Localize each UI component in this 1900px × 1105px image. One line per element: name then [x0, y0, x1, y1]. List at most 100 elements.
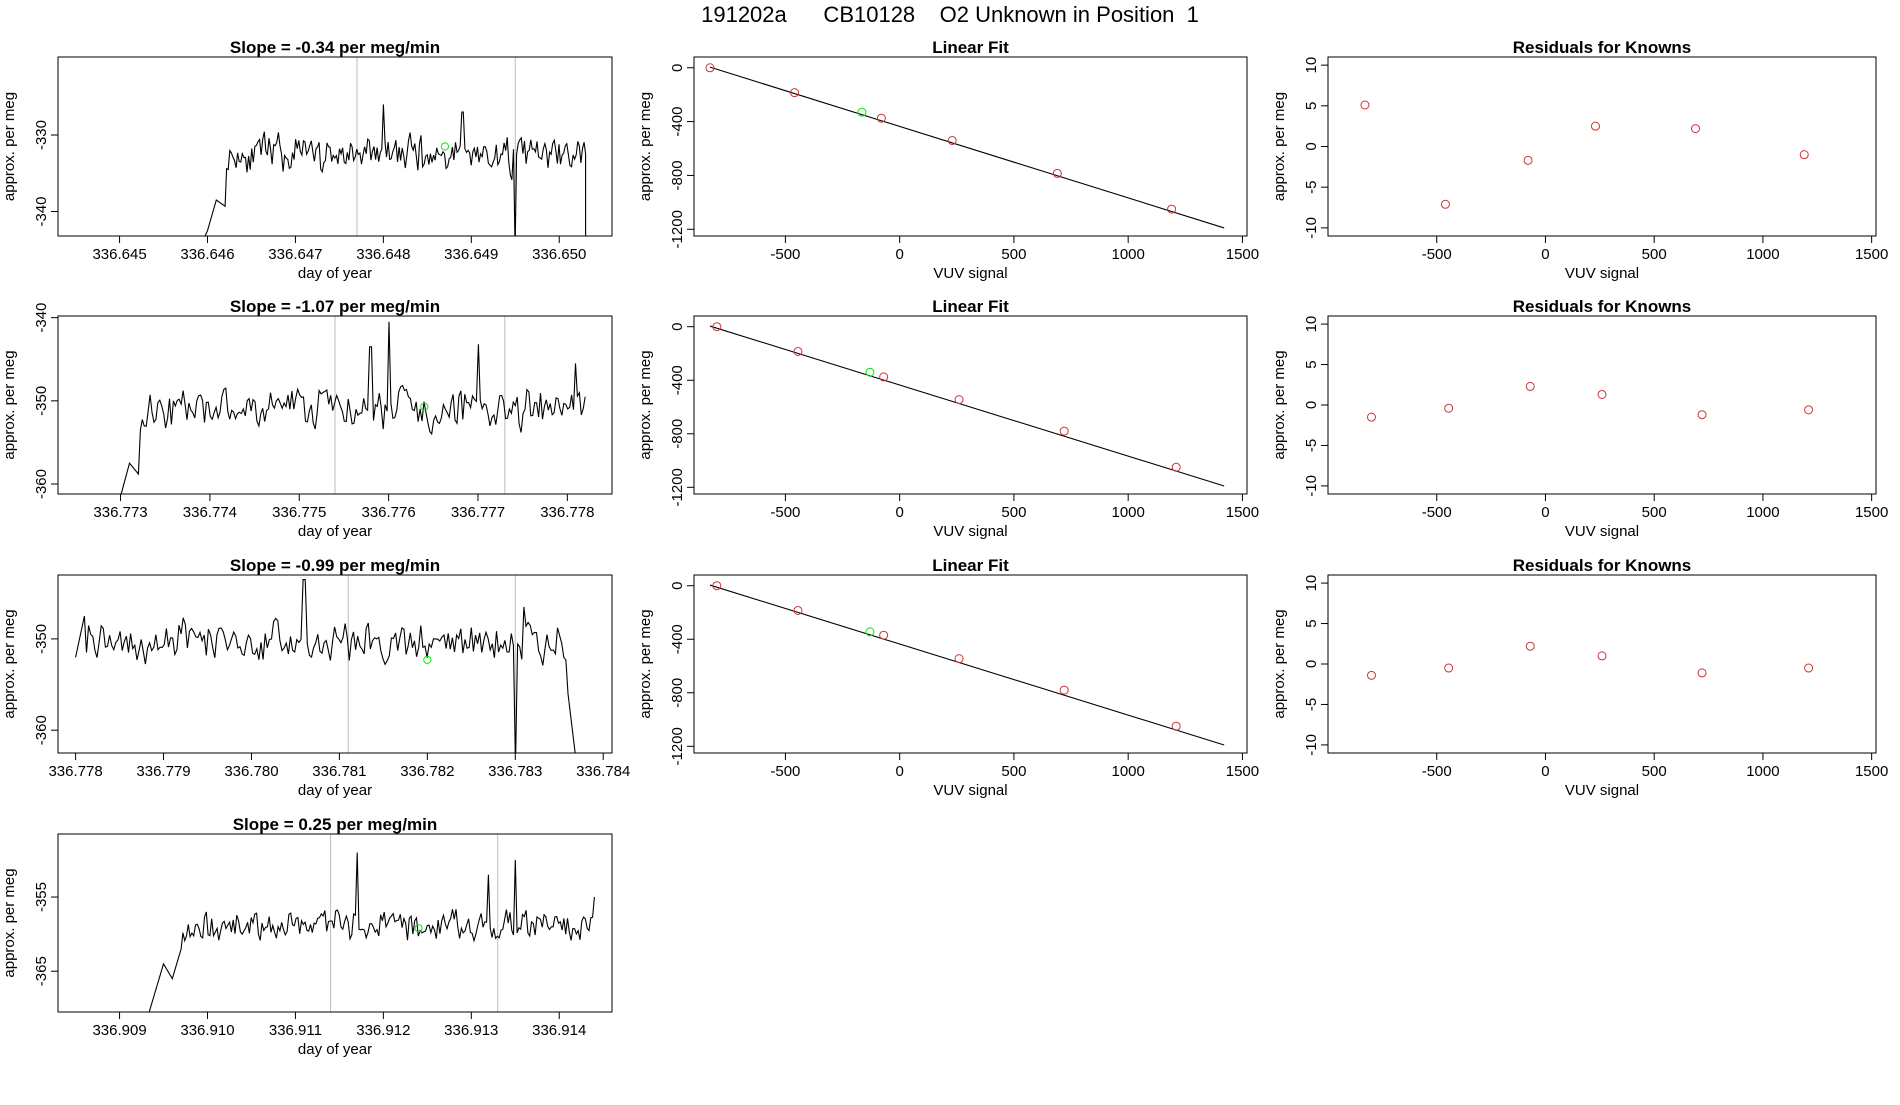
x-tick-label: 336.782 — [400, 763, 454, 780]
data-point — [1804, 663, 1814, 673]
x-tick-label: 336.649 — [444, 246, 498, 263]
y-tick-label: 0 — [1303, 142, 1320, 150]
green-point — [857, 107, 867, 117]
y-tick-label: -360 — [33, 715, 50, 745]
x-tick-label: 336.913 — [444, 1022, 498, 1039]
data-point — [1366, 670, 1376, 680]
data-layer — [705, 63, 1225, 229]
y-tick-label: -10 — [1303, 734, 1320, 756]
y-axis-label: approx. per meg — [1271, 609, 1288, 718]
y-tick-label: -10 — [1303, 217, 1320, 239]
x-tick-label: 336.777 — [451, 504, 505, 521]
y-tick-label: -1200 — [669, 210, 686, 248]
plot-frame — [693, 56, 1248, 237]
plot-frame — [57, 56, 613, 237]
x-tick-label: 1000 — [1111, 246, 1144, 263]
panel-title: Slope = -0.34 per meg/min — [230, 38, 440, 57]
y-tick-label: -1200 — [669, 727, 686, 765]
green-point — [420, 402, 429, 411]
data-point — [1804, 405, 1814, 415]
x-tick-label: -500 — [1422, 763, 1452, 780]
y-tick-label: 0 — [669, 64, 686, 72]
plot-frame — [57, 315, 613, 495]
x-axis-label: VUV signal — [933, 523, 1007, 540]
panel-ts-3: Slope = -0.99 per meg/min 336.778 336.779 3… — [1, 556, 630, 799]
x-tick-label: 500 — [1642, 246, 1667, 263]
green-point — [865, 367, 875, 377]
x-axis-label: VUV signal — [1565, 782, 1639, 799]
data-point — [1059, 426, 1069, 436]
x-tick-label: 336.914 — [532, 1022, 586, 1039]
x-tick-label: 1500 — [1226, 246, 1259, 263]
data-layer — [120, 321, 586, 494]
data-point — [1597, 389, 1607, 399]
data-point — [1597, 651, 1607, 661]
y-tick-label: 0 — [1303, 401, 1320, 409]
x-tick-label: 336.909 — [92, 1022, 146, 1039]
data-layer — [709, 581, 1225, 746]
data-point — [876, 113, 886, 123]
x-tick-label: 336.778 — [48, 763, 102, 780]
x-tick-label: 336.774 — [183, 504, 237, 521]
panel-title: Residuals for Knowns — [1513, 38, 1692, 57]
x-tick-label: -500 — [770, 246, 800, 263]
data-point — [1171, 721, 1181, 731]
y-tick-label: -350 — [33, 386, 50, 416]
y-tick-label: -5 — [1303, 698, 1320, 711]
y-axis-label: approx. per meg — [1, 350, 18, 459]
x-tick-label: 1500 — [1855, 504, 1888, 521]
y-tick-label: -340 — [33, 303, 50, 333]
data-point — [1444, 663, 1454, 673]
data-point — [1590, 121, 1600, 131]
x-tick-label: 336.779 — [136, 763, 190, 780]
plot-frame — [693, 574, 1248, 754]
x-tick-label: 336.780 — [224, 763, 278, 780]
panel-ts-4: Slope = 0.25 per meg/min 336.909 336.910 33… — [1, 815, 613, 1058]
x-tick-label: 1000 — [1746, 763, 1779, 780]
x-axis-label: day of year — [298, 1041, 372, 1058]
trace-line — [75, 579, 576, 753]
data-point — [712, 581, 722, 591]
x-tick-label: 0 — [1541, 763, 1549, 780]
x-tick-label: -500 — [770, 504, 800, 521]
green-point — [423, 655, 432, 664]
trace-line — [120, 321, 586, 494]
x-tick-label: 336.912 — [356, 1022, 410, 1039]
data-point — [1523, 155, 1533, 165]
y-axis-label: approx. per meg — [637, 609, 654, 718]
x-tick-label: 0 — [1541, 246, 1549, 263]
x-tick-label: 336.650 — [532, 246, 586, 263]
x-tick-label: 1000 — [1746, 504, 1779, 521]
panel-title: Linear Fit — [932, 297, 1009, 316]
y-tick-label: -340 — [33, 197, 50, 227]
data-layer — [204, 104, 587, 236]
data-point — [1167, 204, 1177, 214]
y-tick-label: 5 — [1303, 360, 1320, 368]
panel-lf-3: Linear Fit -500 0 500 1000 1500 0 -400 -800 -1200… — [637, 556, 1259, 799]
y-tick-label: 0 — [1303, 660, 1320, 668]
y-tick-label: -330 — [33, 120, 50, 150]
x-tick-label: 336.775 — [272, 504, 326, 521]
y-tick-label: 0 — [669, 582, 686, 590]
x-tick-label: 336.648 — [356, 246, 410, 263]
x-axis-label: day of year — [298, 265, 372, 282]
y-axis-label: approx. per meg — [1, 868, 18, 977]
x-tick-label: 1500 — [1226, 763, 1259, 780]
panel-title: Linear Fit — [932, 556, 1009, 575]
panel-title: Residuals for Knowns — [1513, 297, 1692, 316]
panel-res-2: Residuals for Knowns -500 0 500 1000 1500 10 5 0… — [1271, 297, 1888, 540]
x-tick-label: 1500 — [1855, 763, 1888, 780]
x-tick-label: 336.783 — [488, 763, 542, 780]
x-tick-label: 0 — [895, 246, 903, 263]
plot-frame — [1327, 574, 1877, 754]
y-tick-label: 5 — [1303, 619, 1320, 627]
x-axis-label: VUV signal — [1565, 523, 1639, 540]
data-point — [954, 654, 964, 664]
x-tick-label: 336.647 — [268, 246, 322, 263]
panel-ts-1: Slope = -0.34 per meg/min 336.645 336.646 3… — [1, 38, 613, 282]
x-tick-label: 500 — [1001, 246, 1026, 263]
data-layer — [1366, 381, 1814, 422]
y-axis-label: approx. per meg — [1, 609, 18, 718]
